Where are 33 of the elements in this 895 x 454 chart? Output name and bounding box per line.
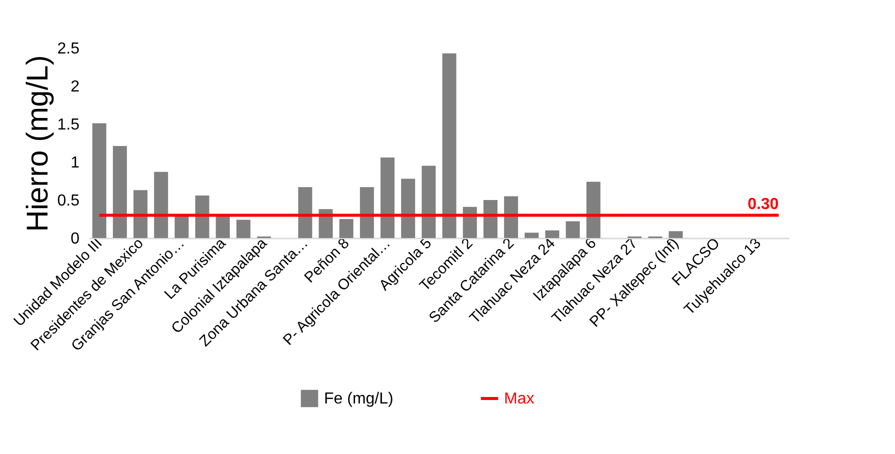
bar xyxy=(92,123,106,238)
bar xyxy=(586,182,600,238)
bar xyxy=(360,187,374,238)
bar xyxy=(483,200,498,238)
bar xyxy=(380,157,395,238)
bar xyxy=(195,195,210,238)
bar xyxy=(298,187,312,238)
bar xyxy=(154,172,168,238)
y-tick-label: 2 xyxy=(70,78,80,96)
y-tick-label: 0.5 xyxy=(57,192,80,210)
bar xyxy=(422,166,436,238)
bar xyxy=(462,206,477,238)
bar xyxy=(133,190,148,238)
bar xyxy=(236,220,250,238)
bar xyxy=(545,230,560,238)
bar xyxy=(442,53,456,238)
bar xyxy=(112,146,127,238)
bar xyxy=(174,216,189,238)
bar xyxy=(504,196,518,238)
y-tick-label: 1 xyxy=(70,154,80,172)
bar xyxy=(668,231,683,238)
bar xyxy=(401,178,416,238)
legend-label: Max xyxy=(504,390,534,408)
bar xyxy=(339,219,354,238)
bar xyxy=(524,232,539,238)
y-tick-label: 0 xyxy=(70,230,80,248)
bar xyxy=(216,215,230,238)
data-label: 0.30 xyxy=(748,196,779,214)
y-axis-title: Hierro (mg/L) xyxy=(21,55,54,232)
y-tick-label: 1.5 xyxy=(57,116,80,134)
bar xyxy=(566,221,580,238)
y-tick-label: 2.5 xyxy=(57,40,80,58)
legend-label: Fe (mg/L) xyxy=(324,390,394,408)
